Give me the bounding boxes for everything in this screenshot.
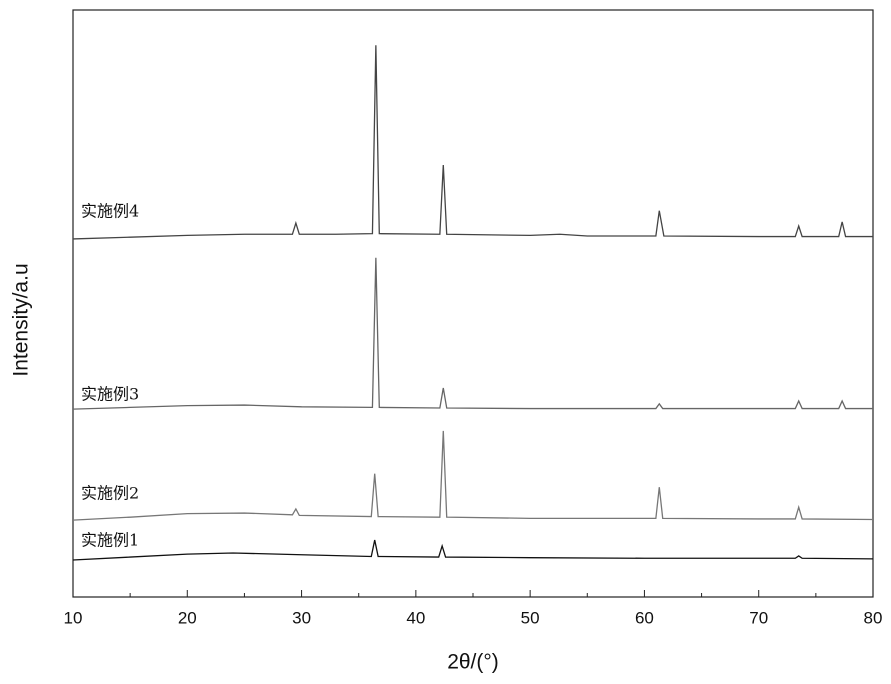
y-axis-label: Intensity/a.u bbox=[10, 263, 33, 376]
chart: 2θ/(°) Intensity/a.u 10 20 30 40 50 60 70 80 实施例… bbox=[0, 0, 891, 684]
x-tick-label: 30 bbox=[292, 608, 311, 627]
plot-frame bbox=[73, 10, 873, 597]
series-label: 实施例4 bbox=[81, 201, 139, 220]
series-line bbox=[73, 258, 873, 409]
series-label: 实施例2 bbox=[81, 484, 139, 503]
x-tick-label: 50 bbox=[521, 608, 540, 627]
series-line bbox=[73, 540, 873, 560]
x-axis-label: 2θ/(°) bbox=[447, 651, 499, 674]
x-tick-label: 80 bbox=[864, 608, 883, 627]
x-tick-label: 60 bbox=[635, 608, 654, 627]
series-line bbox=[73, 45, 873, 239]
series-line bbox=[73, 431, 873, 520]
x-tick-label: 20 bbox=[178, 608, 197, 627]
series-label: 实施例3 bbox=[81, 385, 139, 404]
x-tick-label: 70 bbox=[749, 608, 768, 627]
series-label: 实施例1 bbox=[81, 531, 139, 550]
x-tick-label: 10 bbox=[64, 608, 83, 627]
x-tick-label: 40 bbox=[406, 608, 425, 627]
